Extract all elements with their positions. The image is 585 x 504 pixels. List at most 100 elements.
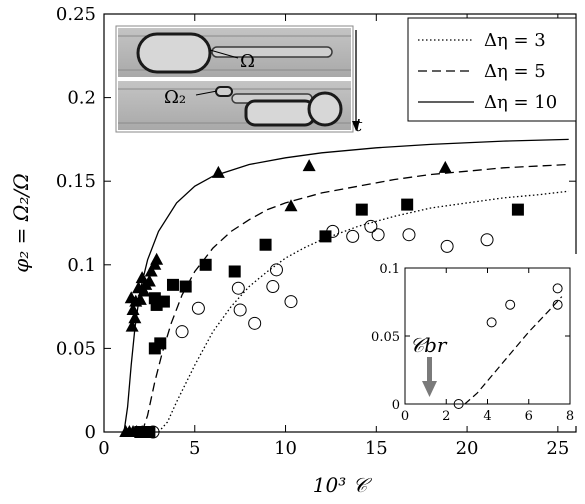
triangle-point [211, 165, 225, 178]
main-points [119, 159, 524, 439]
square-point [143, 426, 156, 438]
y-tick-label: 0.05 [56, 338, 96, 359]
omega-pointer [209, 49, 239, 59]
circle-point [326, 224, 340, 238]
satellite-drop [215, 86, 233, 97]
inset-plot: 0 2 4 6 8 0 0.05 0.1 𝒞br [366, 254, 580, 426]
inset-y-tick-label: 0 [392, 398, 400, 413]
drop-shape [244, 99, 316, 127]
circle-point [371, 228, 385, 242]
triangle-point [124, 291, 138, 304]
inset-x-tick-label: 2 [442, 409, 450, 424]
square-point [401, 198, 414, 211]
y-tick-label: 0 [85, 422, 96, 443]
drop-shape [136, 32, 212, 74]
x-tick-label: 5 [189, 438, 200, 459]
fit-curve-dashed [141, 163, 569, 432]
main-curves [123, 138, 569, 432]
inset-x-tick-label: 4 [483, 409, 491, 424]
inset-arrow-head [422, 381, 437, 397]
inset-x-tick-label: 0 [401, 409, 409, 424]
inset-ticks [404, 267, 571, 405]
square-point [355, 203, 368, 216]
circle-point [266, 280, 280, 294]
circle-point [284, 295, 298, 309]
circle-point [269, 263, 283, 277]
square-point [154, 337, 167, 350]
circle-point [231, 281, 245, 295]
square-point [259, 238, 272, 251]
x-axis-label: 10³ 𝒞 [313, 473, 373, 497]
thread-shape [211, 46, 333, 58]
inset-circle-point [486, 317, 497, 328]
circle-point [175, 325, 189, 339]
inset-circle-point [505, 299, 516, 310]
omega2-pointer [195, 90, 218, 96]
inset-circle-point [552, 299, 563, 310]
legend-label-dotted: Δη = 3 [484, 30, 546, 51]
circle-point [146, 425, 160, 439]
time-arrow-head [352, 121, 360, 131]
inset-circle-point [552, 283, 563, 294]
y-tick-label: 0.1 [67, 255, 96, 276]
circle-point [402, 228, 416, 242]
inset-arrow-shaft [427, 357, 432, 383]
square-point [228, 265, 241, 278]
triangle-point [144, 264, 158, 277]
legend: Δη = 3 Δη = 5 Δη = 10 [407, 17, 577, 122]
triangle-point [133, 292, 147, 305]
x-tick-label: 15 [365, 438, 388, 459]
square-point [166, 278, 179, 291]
circle-point [440, 239, 454, 253]
circle-point [364, 219, 378, 233]
square-point [157, 295, 170, 308]
x-tick-label: 20 [456, 438, 479, 459]
circle-point [480, 233, 494, 247]
circle-point [191, 301, 205, 315]
y-tick-label: 0.15 [56, 171, 96, 192]
inset-circle-point [453, 399, 464, 409]
inset-background [366, 254, 580, 426]
triangle-point [302, 159, 316, 172]
photo-inset: Ω Ω₂ t [115, 25, 363, 136]
circle-point [248, 316, 262, 330]
inset-x-tick-label: 6 [525, 409, 533, 424]
omega-label: Ω [240, 51, 255, 72]
triangle-point [135, 271, 149, 284]
square-point [319, 230, 332, 243]
inset-tick-labels: 0 2 4 6 8 0 0.05 0.1 [371, 262, 574, 424]
y-tick-label: 0.25 [56, 4, 96, 25]
legend-box [407, 17, 577, 122]
inset-curve [464, 296, 563, 404]
inset-y-tick-label: 0.1 [379, 262, 400, 277]
y-tick-label: 0.2 [67, 88, 96, 109]
circle-point [346, 229, 360, 243]
inset-x-tick-label: 8 [566, 409, 574, 424]
inset-points [453, 283, 563, 409]
triangle-point [438, 160, 452, 173]
triangle-point [126, 302, 140, 315]
square-point [511, 203, 524, 216]
triangle-point [142, 274, 156, 287]
x-tick-label: 25 [546, 438, 569, 459]
omega2-label: Ω₂ [164, 87, 186, 108]
triangle-point [284, 199, 298, 212]
square-point [199, 258, 212, 271]
x-tick-label: 0 [98, 438, 109, 459]
inset-fit-curve [464, 296, 563, 404]
time-arrow-label: t [355, 115, 363, 136]
triangle-point [137, 284, 151, 297]
fit-curve-solid [123, 138, 569, 432]
circle-point [233, 303, 247, 317]
triangle-point [128, 311, 142, 324]
plot-frame [103, 13, 577, 433]
triangle-point [125, 319, 139, 332]
triangle-point [150, 252, 164, 265]
square-point [179, 280, 192, 293]
y-axis-label: φ₂ = Ω₂/Ω [9, 173, 33, 272]
inset-annotation: 𝒞br [410, 333, 448, 357]
x-tick-label: 10 [274, 438, 297, 459]
